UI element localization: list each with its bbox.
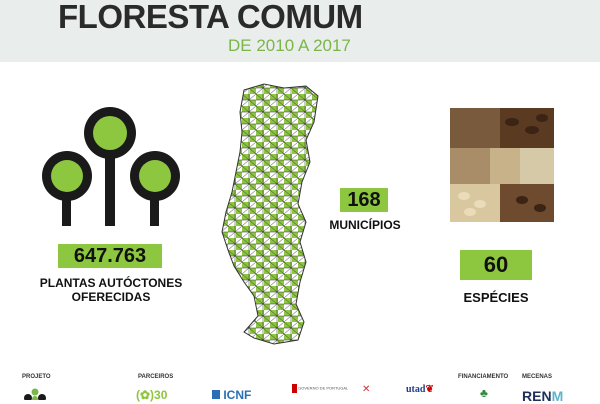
- seeds-image: [450, 108, 554, 222]
- governo-logo: GOVERNO DE PORTUGAL: [292, 384, 348, 393]
- icnf-logo: ICNF: [212, 388, 251, 402]
- municipalities-count-badge: 168: [340, 188, 388, 212]
- icnf-logo-text: ICNF: [223, 388, 252, 402]
- ren-logo: RENM: [522, 388, 564, 404]
- species-label: ESPÉCIES: [463, 290, 529, 305]
- trees-icon: [42, 107, 180, 226]
- municipalities-label: MUNICÍPIOS: [329, 218, 401, 232]
- footer-mecenas-label: MECENAS: [522, 374, 553, 380]
- portugal-map: [221, 83, 319, 345]
- footer-financiamento-label: FINANCIAMENTO: [458, 374, 509, 380]
- plants-label-line2: OFERECIDAS: [71, 290, 151, 304]
- plants-label-line1: PLANTAS AUTÓCTONES: [39, 276, 183, 290]
- utad-logo-text: utad: [406, 384, 426, 395]
- footer-projeto-label: PROJETO: [22, 374, 51, 380]
- header-band: [0, 0, 600, 62]
- page-subtitle: DE 2010 A 2017: [228, 36, 351, 55]
- page-title: FLORESTA COMUM: [58, 0, 363, 35]
- parceiro-logo-30: (✿)30: [136, 388, 168, 402]
- financiamento-logo: ♣: [480, 386, 488, 400]
- projeto-logo: [24, 388, 46, 400]
- governo-logo-text: GOVERNO DE PORTUGAL: [298, 385, 349, 391]
- utad-logo: utad❦: [406, 384, 434, 395]
- plants-label: PLANTAS AUTÓCTONES OFERECIDAS: [30, 276, 192, 304]
- parceiro-logo-cross: ✕: [362, 384, 371, 395]
- footer-parceiros-label: PARCEIROS: [138, 374, 174, 380]
- species-count-badge: 60: [460, 250, 532, 280]
- plants-count-badge: 647.763: [58, 244, 162, 268]
- ren-logo-text: REN: [522, 388, 552, 404]
